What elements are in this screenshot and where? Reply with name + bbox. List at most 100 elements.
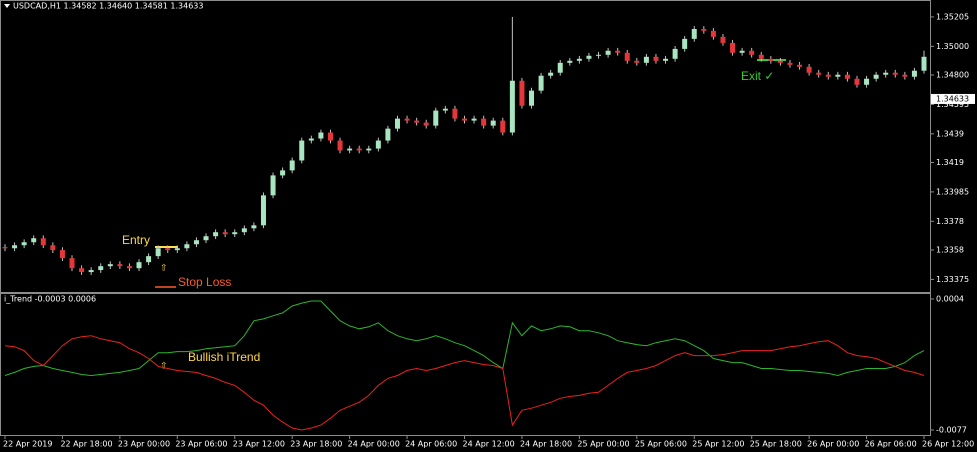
candle-body bbox=[806, 66, 812, 73]
candle-body bbox=[490, 120, 496, 126]
candle-body bbox=[844, 74, 850, 79]
candle-body bbox=[481, 118, 487, 126]
candle-body bbox=[892, 72, 898, 75]
candle-body bbox=[777, 60, 783, 63]
indicator-line bbox=[4, 335, 925, 431]
candle-body bbox=[318, 132, 324, 139]
x-tick-label: 24 Apr 06:00 bbox=[405, 440, 457, 449]
candle-body bbox=[548, 72, 554, 76]
candle-body bbox=[356, 148, 362, 151]
candle-body bbox=[193, 240, 199, 245]
x-tick-label: 22 Apr 2019 bbox=[3, 440, 52, 449]
candle-body bbox=[672, 48, 678, 59]
candle-body bbox=[653, 56, 659, 61]
candle-body bbox=[509, 80, 515, 133]
candle-body bbox=[98, 266, 104, 271]
candle-body bbox=[442, 108, 448, 111]
candle-body bbox=[787, 62, 793, 65]
indicator-panel bbox=[0, 293, 931, 436]
x-tick-label: 25 Apr 18:00 bbox=[750, 440, 802, 449]
candle-body bbox=[280, 170, 286, 176]
candle-body bbox=[529, 90, 535, 106]
candle-body bbox=[117, 264, 123, 267]
candle-body bbox=[730, 42, 736, 53]
candle-body bbox=[165, 248, 171, 251]
candle-body bbox=[682, 38, 688, 49]
candle-body bbox=[222, 232, 228, 235]
candle-body bbox=[576, 58, 582, 61]
candle-body bbox=[835, 74, 841, 77]
candle-body bbox=[308, 138, 314, 141]
x-tick-label: 23 Apr 12:00 bbox=[233, 440, 285, 449]
candle-body bbox=[538, 75, 544, 91]
candle-body bbox=[462, 118, 467, 121]
stop-loss-label: Stop Loss bbox=[178, 275, 231, 289]
candle-body bbox=[873, 74, 879, 79]
candle-body bbox=[691, 28, 697, 39]
indicator-header: i_Trend -0.0003 0.0006 bbox=[4, 295, 96, 304]
candle-body bbox=[557, 62, 563, 73]
candle-body bbox=[749, 50, 755, 55]
bullish-itrend-label: Bullish iTrend bbox=[188, 350, 260, 364]
x-tick-label: 24 Apr 00:00 bbox=[348, 440, 400, 449]
candle-body bbox=[260, 195, 266, 226]
candle-body bbox=[452, 108, 458, 119]
candle-body bbox=[21, 242, 27, 246]
current-price-label: 1.34633 bbox=[936, 94, 969, 103]
menu-triangle[interactable] bbox=[4, 4, 10, 8]
candle-body bbox=[79, 268, 85, 273]
candle-body bbox=[385, 128, 391, 141]
candle-body bbox=[203, 236, 209, 241]
candle-body bbox=[184, 244, 190, 249]
candle-body bbox=[414, 120, 420, 123]
candle-body bbox=[911, 70, 917, 77]
candle-body bbox=[107, 264, 113, 267]
x-tick-label: 23 Apr 06:00 bbox=[175, 440, 227, 449]
candle-body bbox=[883, 72, 889, 75]
candle-body bbox=[816, 72, 822, 75]
candle-body bbox=[825, 74, 831, 77]
candle-body bbox=[40, 238, 46, 246]
candle-body bbox=[519, 80, 525, 106]
y-tick-label: 1.35205 bbox=[936, 12, 969, 21]
candle-body bbox=[31, 238, 37, 243]
x-tick-label: 22 Apr 18:00 bbox=[60, 440, 112, 449]
candle-body bbox=[643, 56, 649, 63]
candle-body bbox=[174, 248, 180, 251]
y-tick-label: 1.33375 bbox=[936, 275, 969, 284]
candle-body bbox=[126, 266, 132, 269]
candle-body bbox=[394, 118, 400, 129]
bullish-arrow: ⇧ bbox=[160, 360, 168, 370]
candle-body bbox=[739, 50, 745, 53]
candle-body bbox=[270, 175, 276, 196]
candle-body bbox=[864, 78, 870, 85]
candle-body bbox=[902, 74, 908, 77]
candle-body bbox=[586, 55, 592, 59]
x-tick-label: 24 Apr 18:00 bbox=[520, 440, 572, 449]
candle-body bbox=[758, 54, 764, 59]
candle-body bbox=[710, 30, 716, 37]
entry-arrow: ⇧ bbox=[160, 262, 168, 272]
candle-body bbox=[50, 245, 56, 251]
y-tick-label: 1.34595 bbox=[936, 100, 969, 109]
exit-label: Exit ✓ bbox=[741, 69, 774, 83]
candle-body bbox=[701, 28, 707, 31]
candle-body bbox=[366, 148, 372, 151]
entry-label: Entry bbox=[122, 233, 150, 247]
candle-body bbox=[251, 225, 257, 229]
candle-body bbox=[155, 248, 161, 257]
candle-body bbox=[921, 56, 927, 71]
candle-body bbox=[634, 60, 640, 63]
candle-body bbox=[289, 160, 295, 171]
candle-body bbox=[213, 232, 219, 237]
candle-body bbox=[69, 258, 75, 269]
candle-body bbox=[375, 140, 381, 149]
candle-body bbox=[433, 110, 439, 126]
indicator-line bbox=[4, 300, 925, 377]
candle-body bbox=[768, 58, 774, 61]
candle-body bbox=[59, 250, 65, 259]
candle-body bbox=[720, 36, 726, 43]
x-tick-label: 26 Apr 00:00 bbox=[807, 440, 859, 449]
